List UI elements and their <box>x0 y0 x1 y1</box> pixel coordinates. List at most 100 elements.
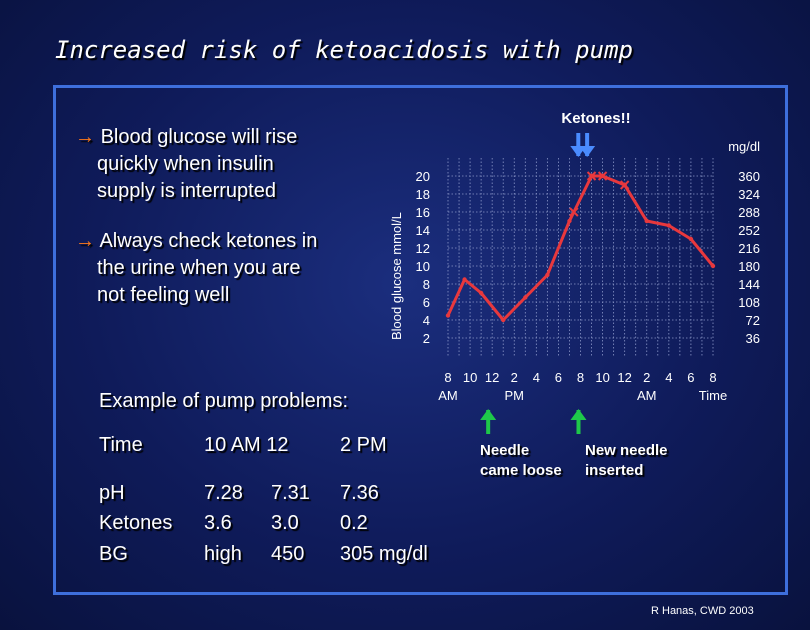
needle-arrow-up-icon <box>480 409 497 434</box>
example-cell: 3.0 <box>271 512 299 534</box>
y-tick-label-right: 108 <box>738 295 760 310</box>
arrow-head <box>570 409 587 420</box>
bullet-line: Blood glucose will rise <box>100 126 298 148</box>
y-tick-label-left: 4 <box>423 313 430 328</box>
data-point <box>666 223 672 228</box>
slide-title: Increased risk of ketoacidosis with pump <box>55 36 633 64</box>
annotation-arrows <box>480 133 596 434</box>
data-point <box>545 272 550 278</box>
data-point <box>523 295 528 300</box>
y-tick-label-right: 252 <box>738 223 760 238</box>
arrow-right-icon: → <box>75 230 95 252</box>
example-time-value: 10 AM 12 <box>204 434 289 456</box>
example-cell: 0.2 <box>340 512 368 534</box>
chart-markers <box>569 171 630 217</box>
example-cell: 7.31 <box>271 482 310 504</box>
x-tick-label: 4 <box>533 370 540 385</box>
x-tick-label: 12 <box>485 370 499 385</box>
data-point <box>567 218 572 224</box>
x-tick-label: 6 <box>555 370 562 385</box>
example-cell: 450 <box>271 543 305 565</box>
x-tick-label: 6 <box>687 370 694 385</box>
example-heading: Example of pump problems: <box>99 390 349 412</box>
example-cell: 7.28 <box>204 482 243 504</box>
x-sub-label: Time <box>699 388 727 403</box>
bullet-glucose-rise: → Blood glucose will rise quickly when i… <box>75 124 297 205</box>
example-cell: 305 mg/dl <box>340 543 428 565</box>
data-point <box>501 317 506 323</box>
x-tick-label: 8 <box>444 370 451 385</box>
x-sub-label: AM <box>637 388 657 403</box>
data-point <box>462 277 467 282</box>
y-tick-label-right: 216 <box>738 241 760 256</box>
x-tick-label: 2 <box>511 370 518 385</box>
example-time-label: Time <box>99 434 143 456</box>
y-tick-label-left: 10 <box>416 259 430 274</box>
credit-text: R Hanas, CWD 2003 <box>651 605 754 617</box>
y-tick-label-left: 16 <box>416 205 430 220</box>
data-point <box>445 313 451 318</box>
series-line-blood-glucose <box>446 174 715 322</box>
marker-stroke <box>569 207 579 217</box>
arrow-head <box>579 146 596 157</box>
x-sub-label: AM <box>438 388 458 403</box>
x-tick-label: 2 <box>643 370 650 385</box>
data-point <box>478 290 484 296</box>
ketone-marker <box>586 171 597 181</box>
x-tick-label: 10 <box>595 370 609 385</box>
content-panel <box>53 85 788 595</box>
ketone-marker <box>619 180 630 190</box>
needle-loose-label-line: came loose <box>480 462 562 479</box>
bullet-check-ketones: → Always check ketones in the urine when… <box>75 228 317 309</box>
y-axis-right-label: mg/dl <box>728 139 760 154</box>
example-row-label: BG <box>99 543 128 565</box>
y-tick-label-right: 36 <box>746 331 760 346</box>
bullet-line: the urine when you are <box>97 257 301 279</box>
ketone-marker <box>569 207 579 217</box>
bullet-line: Always check ketones in <box>99 230 318 252</box>
x-tick-label: 8 <box>577 370 584 385</box>
new-needle-label-line: inserted <box>585 462 644 479</box>
example-cell: 7.36 <box>340 482 379 504</box>
bullet-line: quickly when insulin <box>97 153 274 175</box>
chart-series <box>445 173 716 323</box>
ketone-arrow-down-icon <box>570 133 587 157</box>
marker-stroke <box>597 171 608 181</box>
marker-stroke <box>619 180 630 190</box>
x-tick-label: 8 <box>709 370 716 385</box>
example-time-value: 2 PM <box>340 434 387 456</box>
y-tick-label-left: 12 <box>416 241 430 256</box>
y-tick-label-left: 2 <box>423 331 430 346</box>
y-tick-label-left: 18 <box>416 187 430 202</box>
y-tick-label-left: 14 <box>416 223 430 238</box>
example-row-label: pH <box>99 482 125 504</box>
marker-stroke <box>586 171 597 181</box>
y-tick-label-right: 360 <box>738 169 760 184</box>
ketones-label: Ketones!! <box>561 110 630 127</box>
y-tick-label-right: 324 <box>738 187 760 202</box>
new-needle-label-line: New needle <box>585 442 668 459</box>
example-cell: 3.6 <box>204 512 232 534</box>
y-tick-label-left: 20 <box>416 169 430 184</box>
y-tick-label-right: 72 <box>746 313 760 328</box>
x-tick-label: 12 <box>617 370 631 385</box>
chart-grid <box>447 158 714 356</box>
example-cell: high <box>204 543 242 565</box>
x-tick-label: 4 <box>665 370 672 385</box>
needle-arrow-up-icon <box>570 409 587 434</box>
y-tick-label-right: 288 <box>738 205 760 220</box>
example-row-label: Ketones <box>99 512 173 534</box>
ketone-arrow-down-icon <box>579 133 596 157</box>
chart-labels: Blood glucose mmol/L mg/dl Ketones!! <box>389 110 760 340</box>
y-tick-label-right: 180 <box>738 259 760 274</box>
ketone-marker <box>597 171 608 181</box>
y-tick-label-left: 6 <box>423 295 430 310</box>
arrow-right-icon: → <box>75 126 95 148</box>
data-point <box>688 236 694 242</box>
bullet-line: supply is interrupted <box>97 180 276 202</box>
data-point <box>644 218 649 224</box>
data-point <box>710 263 716 269</box>
x-sub-label: PM <box>505 388 525 403</box>
